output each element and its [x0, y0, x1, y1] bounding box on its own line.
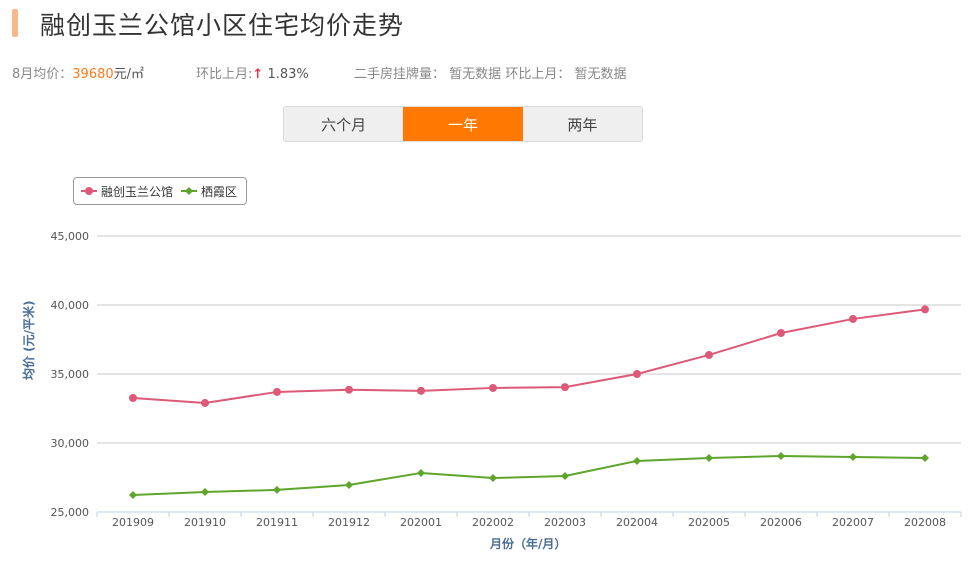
diamond-marker-icon: [181, 187, 198, 195]
legend-label: 融创玉兰公馆: [101, 184, 174, 199]
x-tick-label: 201909: [112, 516, 154, 529]
title-accent-bar: [12, 9, 18, 37]
listing-mom-value: 暂无数据: [574, 67, 627, 82]
legend-label: 栖霞区: [201, 184, 238, 199]
data-point[interactable]: [777, 329, 785, 338]
tab-six-months[interactable]: 六个月: [321, 115, 367, 134]
y-tick-label: 40,000: [51, 299, 90, 312]
data-point[interactable]: [561, 383, 569, 392]
data-point[interactable]: [201, 487, 209, 496]
y-tick-label: 45,000: [51, 230, 90, 243]
listing-value: 暂无数据: [449, 67, 502, 82]
x-axis-label: 月份（年/月）: [490, 537, 567, 551]
data-point[interactable]: [705, 350, 713, 359]
data-point[interactable]: [417, 386, 425, 395]
data-point[interactable]: [633, 456, 641, 465]
circle-marker-icon: [81, 187, 97, 195]
data-point[interactable]: [777, 451, 785, 460]
data-point[interactable]: [489, 474, 497, 483]
x-tick-label: 202007: [832, 516, 874, 529]
x-tick-label: 202001: [400, 516, 442, 529]
data-point[interactable]: [345, 385, 353, 394]
y-tick-label: 35,000: [51, 368, 90, 381]
data-point[interactable]: [129, 491, 137, 500]
listing-stat: 二手房挂牌量： 暂无数据 环比上月： 暂无数据: [354, 63, 626, 82]
data-point[interactable]: [489, 383, 497, 392]
data-point[interactable]: [849, 452, 857, 461]
mom-label: 环比上月:: [196, 67, 253, 82]
x-tick-label: 201910: [184, 516, 226, 529]
legend-item-district[interactable]: 栖霞区: [181, 183, 237, 200]
x-tick-label: 202004: [616, 516, 658, 529]
mom-stat: 环比上月:↑ 1.83%: [196, 63, 309, 82]
y-tick-label: 30,000: [51, 437, 90, 450]
avg-price-stat: 8月均价：39680元/㎡: [12, 63, 144, 82]
chart-legend: 融创玉兰公馆 栖霞区: [73, 177, 247, 205]
x-tick-label: 202008: [904, 516, 946, 529]
mom-value: 1.83%: [267, 67, 309, 82]
x-tick-label: 202006: [760, 516, 802, 529]
data-point[interactable]: [273, 387, 281, 396]
x-tick-label: 202003: [544, 516, 586, 529]
y-axis-label: 均价 (元/平米): [22, 300, 36, 380]
data-point[interactable]: [633, 370, 641, 378]
x-tick-label: 201911: [256, 516, 298, 529]
stats-row: 8月均价：39680元/㎡ 环比上月:↑ 1.83% 二手房挂牌量： 暂无数据 …: [12, 63, 626, 82]
tab-one-year[interactable]: 一年: [403, 107, 523, 141]
avg-price-value: 39680: [72, 67, 114, 82]
series-line: [132, 308, 926, 404]
arrow-up-icon: ↑: [252, 67, 264, 82]
data-point[interactable]: [417, 468, 425, 477]
legend-item-community[interactable]: 融创玉兰公馆: [81, 183, 173, 200]
avg-price-unit: 元/㎡: [113, 67, 145, 82]
y-tick-label: 25,000: [51, 506, 90, 519]
data-point[interactable]: [129, 394, 137, 403]
period-tabs: 六个月 一年 两年: [283, 106, 643, 142]
series-line: [132, 454, 926, 497]
page-title: 融创玉兰公馆小区住宅均价走势: [40, 11, 405, 40]
data-point[interactable]: [561, 471, 569, 480]
data-point[interactable]: [849, 314, 857, 323]
data-point[interactable]: [273, 485, 281, 494]
data-point[interactable]: [921, 454, 929, 463]
data-point[interactable]: [921, 305, 929, 314]
x-tick-label: 202005: [688, 516, 730, 529]
data-point[interactable]: [705, 454, 713, 463]
x-tick-label: 202002: [472, 516, 514, 529]
listing-mom-label: 环比上月：: [505, 67, 571, 82]
avg-price-label: 8月均价：: [12, 67, 73, 82]
data-point[interactable]: [201, 398, 209, 407]
x-tick-label: 201912: [328, 516, 370, 529]
tab-two-years[interactable]: 两年: [567, 115, 598, 134]
listing-label: 二手房挂牌量：: [354, 67, 446, 82]
data-point[interactable]: [345, 480, 353, 489]
